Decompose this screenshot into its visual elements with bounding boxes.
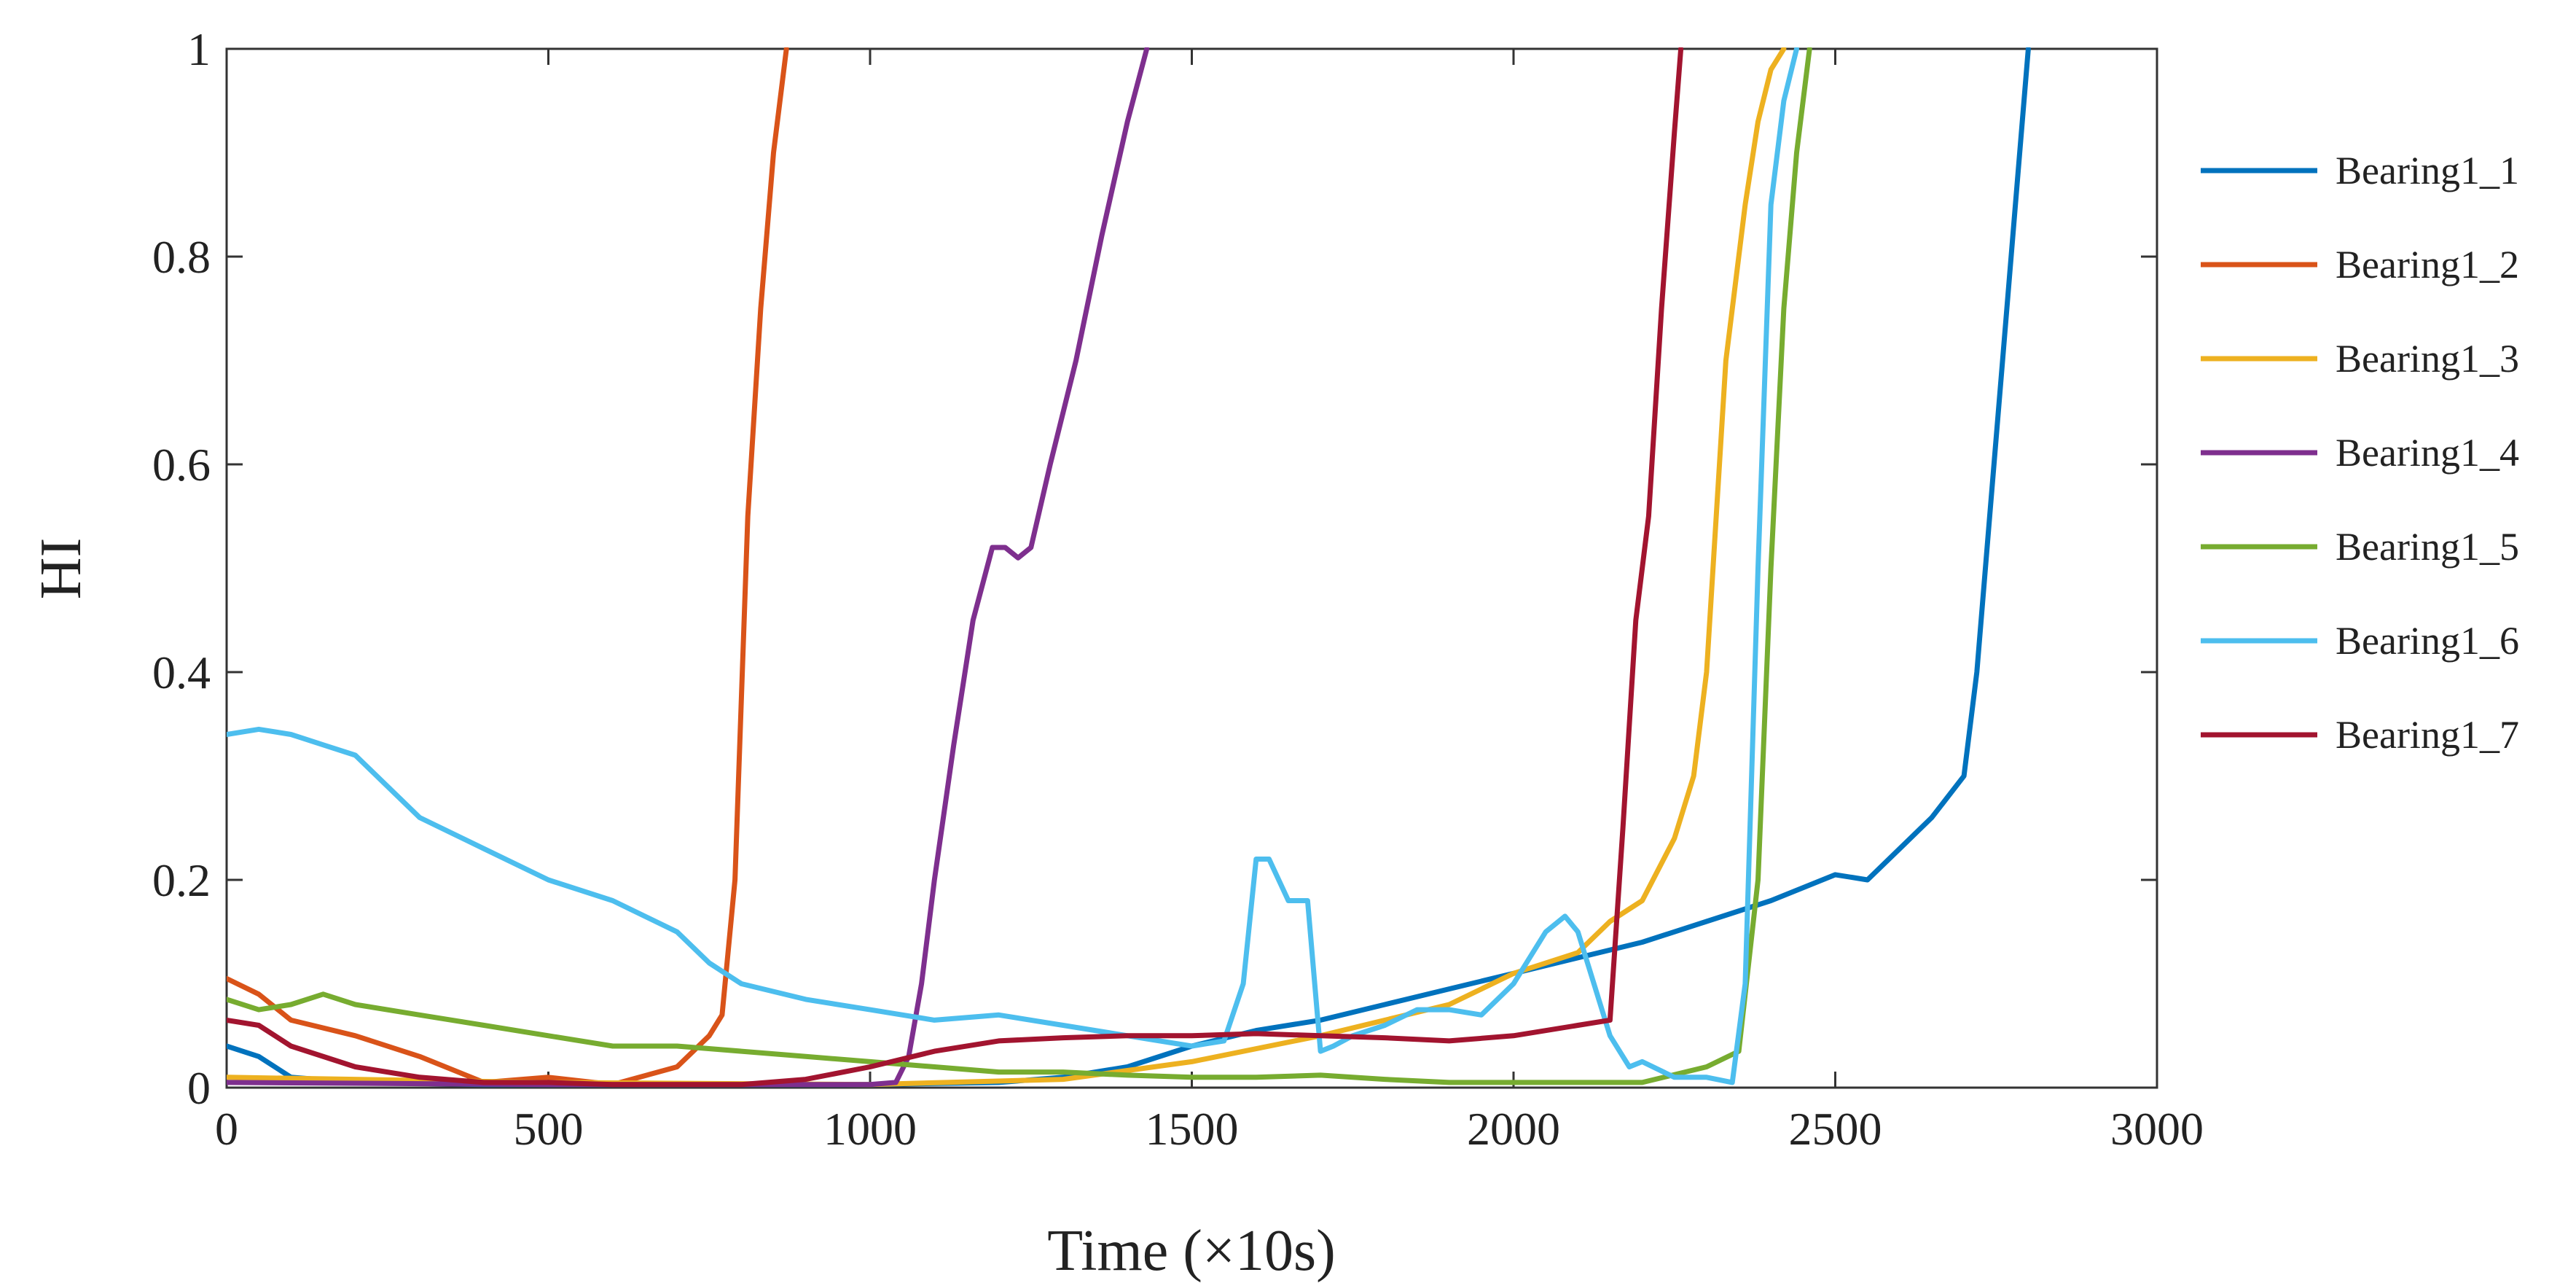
y-tick-label: 0.4	[152, 647, 211, 698]
legend-label: Bearing1_2	[2336, 243, 2519, 286]
series-line-bearing1-2	[227, 47, 789, 1088]
x-tick-label: 500	[514, 1103, 584, 1155]
x-tick-label: 2000	[1467, 1103, 1560, 1155]
legend-label: Bearing1_3	[2336, 337, 2519, 381]
y-tick-label: 1	[187, 23, 211, 75]
x-tick-label: 1000	[823, 1103, 917, 1155]
x-tick-label: 1500	[1146, 1103, 1239, 1155]
legend-label: Bearing1_6	[2336, 619, 2519, 663]
y-tick-label: 0	[187, 1062, 211, 1114]
axis-ticks: 0 500 1000 1500 2000 2500 3000 0 0.2 0.4 0.6 0.8 1	[152, 23, 2204, 1155]
legend-label: Bearing1_4	[2336, 431, 2519, 475]
series-line-bearing1-6	[227, 47, 1799, 1085]
legend-label: Bearing1_7	[2336, 713, 2519, 757]
plot-frame	[225, 47, 2158, 1089]
legend: Bearing1_1 Bearing1_2 Bearing1_3 Bearing1_4…	[2201, 149, 2519, 757]
legend-label: Bearing1_5	[2336, 525, 2519, 569]
y-axis-title: HI	[29, 538, 93, 599]
y-tick-label: 0.8	[152, 231, 211, 283]
series-line-bearing1-3	[227, 47, 1787, 1088]
x-tick-label: 0	[215, 1103, 238, 1155]
series-layer	[227, 47, 2031, 1088]
y-tick-label: 0.2	[152, 854, 211, 906]
legend-label: Bearing1_1	[2336, 149, 2519, 192]
x-tick-label: 3000	[2110, 1103, 2204, 1155]
series-line-bearing1-4	[227, 47, 1150, 1088]
series-line-bearing1-5	[227, 47, 1812, 1085]
x-tick-label: 2500	[1789, 1103, 1882, 1155]
plot-area	[225, 47, 2158, 1089]
x-axis-title: Time (×10s)	[1047, 1219, 1336, 1283]
y-tick-label: 0.6	[152, 439, 211, 491]
series-line-bearing1-7	[227, 47, 1684, 1088]
